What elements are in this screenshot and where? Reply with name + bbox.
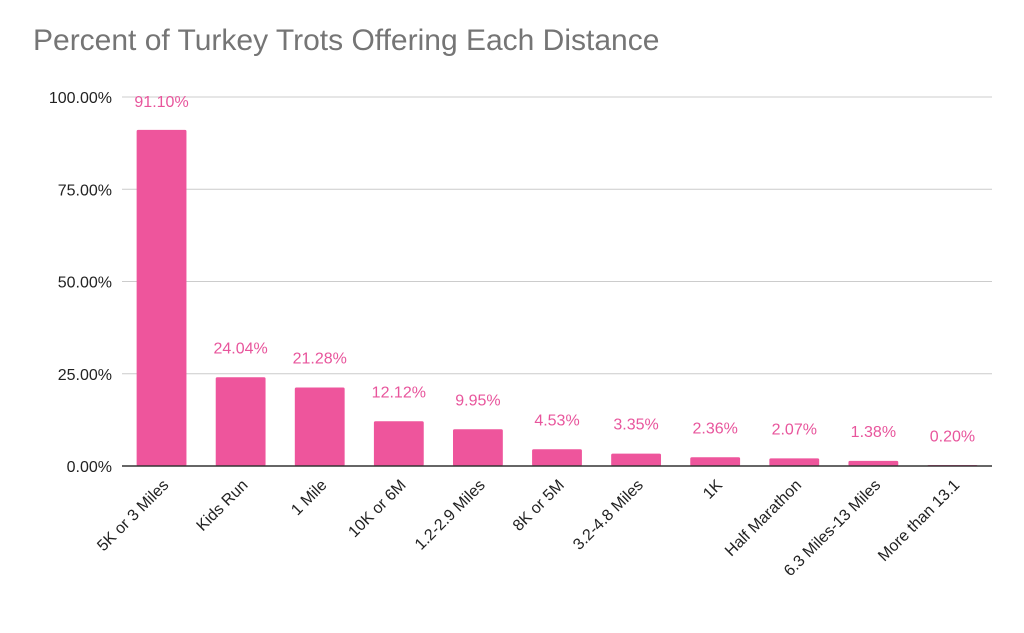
x-tick-label: Half Marathon bbox=[722, 477, 805, 560]
x-tick-label: Kids Run bbox=[194, 477, 252, 535]
gridlines bbox=[122, 96, 992, 375]
data-label: 1.38% bbox=[851, 424, 896, 441]
y-axis-ticks: 0.00% 25.00% 50.00% 75.00% 100.00% bbox=[49, 90, 112, 476]
data-labels: 91.10% 24.04% 21.28% 12.12% 9.95% 4.53% 3.35% 2… bbox=[134, 94, 975, 445]
data-label: 9.95% bbox=[455, 392, 500, 409]
x-axis-ticks: 5K or 3 Miles Kids Run 1 Mile 10K or 6M 1.2-… bbox=[94, 477, 963, 580]
data-label: 4.53% bbox=[534, 412, 579, 429]
x-tick-label: 1K bbox=[700, 477, 726, 503]
y-tick-label: 100.00% bbox=[49, 90, 112, 107]
bar bbox=[215, 377, 266, 466]
x-tick-label: 8K or 5M bbox=[510, 477, 568, 535]
y-tick-label: 50.00% bbox=[58, 275, 112, 292]
data-label: 24.04% bbox=[214, 340, 268, 357]
x-tick-label: 1.2-2.9 Miles bbox=[412, 477, 489, 554]
x-tick-label: 3.2-4.8 Miles bbox=[570, 477, 647, 554]
x-tick-label: More than 13.1 bbox=[875, 477, 963, 565]
bar bbox=[611, 453, 662, 466]
y-tick-label: 25.00% bbox=[58, 367, 112, 384]
data-label: 3.35% bbox=[613, 417, 658, 434]
y-tick-label: 75.00% bbox=[58, 182, 112, 199]
bar bbox=[136, 129, 187, 466]
x-tick-label: 1 Mile bbox=[288, 477, 330, 519]
data-label: 0.20% bbox=[930, 428, 975, 445]
y-tick-label: 0.00% bbox=[67, 459, 112, 476]
bar bbox=[848, 460, 899, 466]
bar bbox=[532, 449, 582, 466]
bar bbox=[373, 421, 424, 466]
bar bbox=[294, 387, 345, 466]
bar bbox=[769, 458, 820, 466]
data-label: 2.07% bbox=[772, 421, 817, 438]
bar bbox=[452, 429, 503, 466]
x-tick-label: 10K or 6M bbox=[345, 477, 409, 541]
bars bbox=[136, 129, 978, 466]
data-label: 91.10% bbox=[134, 94, 188, 111]
chart-title: Percent of Turkey Trots Offering Each Di… bbox=[33, 24, 660, 57]
data-label: 12.12% bbox=[372, 384, 426, 401]
x-tick-label: 5K or 3 Miles bbox=[94, 477, 172, 555]
bar bbox=[690, 457, 741, 466]
data-label: 2.36% bbox=[692, 420, 737, 437]
data-label: 21.28% bbox=[293, 350, 347, 367]
